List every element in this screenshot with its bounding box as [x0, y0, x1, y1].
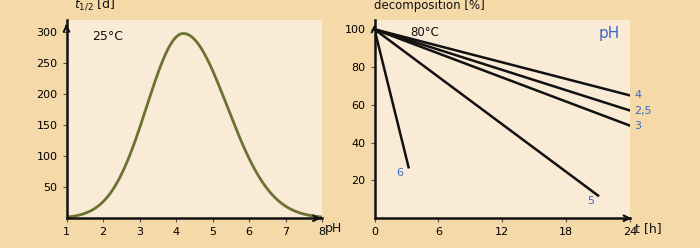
Text: 80°C: 80°C — [410, 26, 439, 39]
Text: 5: 5 — [587, 196, 594, 206]
Text: t [h]: t [h] — [635, 222, 661, 235]
Text: pH: pH — [598, 26, 620, 41]
Text: 25°C: 25°C — [92, 30, 123, 43]
Text: 3: 3 — [634, 121, 641, 131]
Text: 6: 6 — [395, 168, 402, 178]
Text: 2,5: 2,5 — [634, 106, 652, 116]
Text: decomposition [%]: decomposition [%] — [374, 0, 485, 12]
Text: pH: pH — [325, 222, 342, 235]
Text: $t_{1/2}$ [d]: $t_{1/2}$ [d] — [74, 0, 116, 12]
Text: 4: 4 — [634, 91, 641, 100]
